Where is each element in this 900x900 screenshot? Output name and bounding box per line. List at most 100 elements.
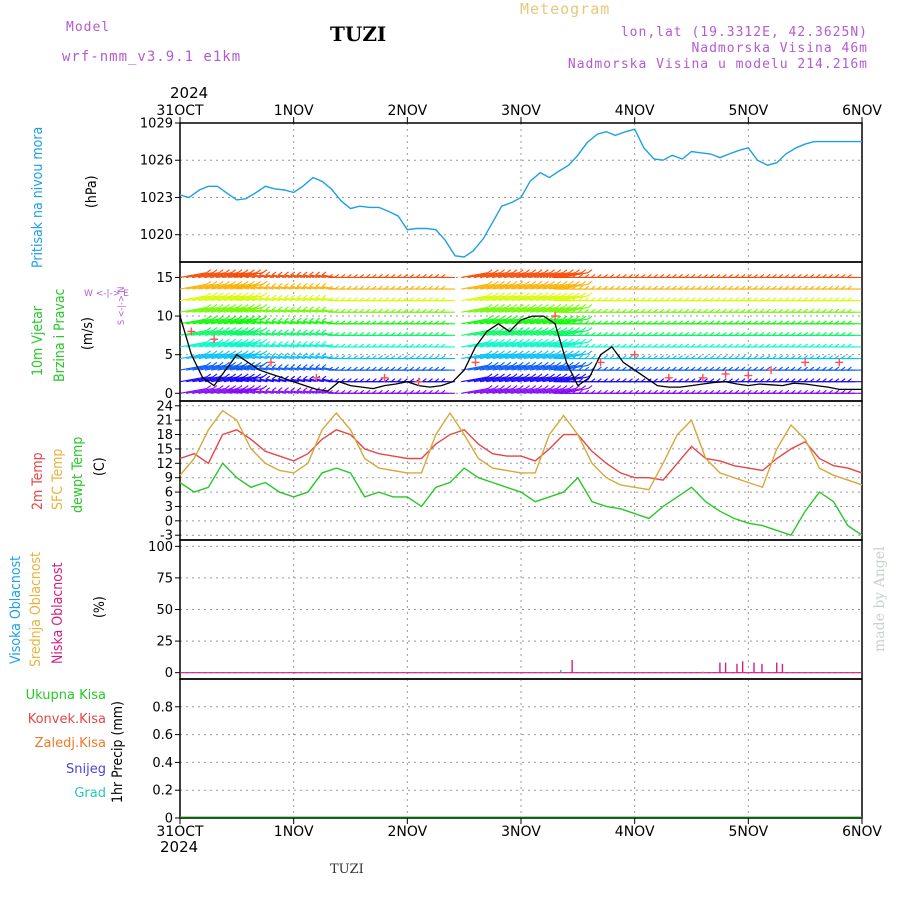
wind-arrow-head (421, 389, 427, 394)
wind-arrow-head (506, 292, 512, 297)
wind-arrow-head (703, 343, 708, 348)
wind-arrow-head (277, 340, 283, 345)
wind-arrow-head (647, 274, 652, 278)
wind-arrow (461, 318, 489, 325)
wind-arrow (523, 318, 551, 325)
wind-arrow-head (753, 274, 758, 278)
wind-arrow-head (384, 331, 390, 336)
wind-arrow-head (512, 292, 518, 297)
wind-arrow-head (487, 373, 493, 378)
wind-arrow-head (715, 343, 721, 348)
wind-arrow-head (828, 355, 834, 359)
wind-arrow-head (328, 378, 333, 383)
wind-arrow-head (697, 285, 702, 290)
wind-arrow-head (556, 280, 562, 285)
wind-arrow-head (518, 303, 524, 308)
wind-arrow-head (784, 297, 790, 302)
precip-hail-label: Grad (74, 786, 106, 801)
y-tick-label: 9 (165, 471, 173, 486)
wind-arrow-head (634, 297, 640, 302)
y-tick-label: 3 (165, 500, 173, 515)
wind-arrow-head (240, 375, 246, 380)
wind-arrow (240, 274, 256, 278)
wind-arrow-head (690, 355, 696, 359)
wind-arrow-head (622, 308, 627, 313)
wind-arrow-head (225, 327, 230, 332)
wind-arrow-head (518, 350, 524, 355)
wind-arrow-head (628, 343, 633, 348)
wind-arrow-head (265, 364, 271, 369)
wind-arrow (473, 353, 501, 360)
wind-arrow (303, 355, 318, 360)
wind-arrow-head (315, 329, 321, 334)
wind-arrow-head (384, 320, 390, 325)
wind-arrow-head (665, 274, 671, 278)
wind-arrow (211, 306, 239, 313)
wind-arrow-head (722, 366, 727, 371)
wind-arrow-head (765, 355, 771, 359)
wind-arrow-head (634, 343, 640, 348)
wind-arrow-head (778, 308, 783, 313)
wind-arrow (253, 320, 268, 325)
wind-arrow-head (847, 331, 852, 336)
wind-arrow-head (403, 366, 408, 371)
wind-arrow (204, 341, 232, 348)
wind-arrow-head (803, 378, 808, 383)
wind-arrow-head (246, 294, 252, 299)
y-tick-label: 100 (148, 540, 173, 555)
wind-arrow-head (628, 308, 633, 313)
wind-arrow-head (359, 355, 365, 359)
wind-arrow (492, 364, 520, 371)
wind-arrow-head (575, 350, 580, 355)
wind-arrow-head (690, 320, 696, 325)
wind-arrow (192, 364, 220, 371)
wind-arrow-head (487, 385, 493, 389)
wind-arrow-head (225, 385, 230, 389)
wind-arrow-head (659, 366, 665, 371)
wind-arrow-head (715, 308, 721, 313)
wind-compass-we: W <-|-> E (84, 289, 129, 299)
wind-arrow (517, 341, 545, 348)
wind-arrow-head (622, 366, 627, 371)
wind-arrow-head (722, 297, 727, 302)
wind-arrow-head (409, 285, 415, 290)
y-tick-label: 0.6 (152, 728, 173, 743)
wind-arrow-head (565, 389, 571, 394)
wind-arrow (265, 274, 281, 278)
wind-arrow-head (634, 285, 640, 290)
wind-arrow-head (697, 308, 702, 313)
wind-arrow-head (628, 355, 633, 359)
wind-arrow-head (709, 378, 715, 383)
wind-arrow-head (550, 303, 555, 308)
wind-arrow-head (587, 385, 593, 389)
wind-arrow-head (809, 343, 815, 348)
wind-arrow-head (734, 285, 740, 290)
wind-arrow-head (296, 352, 302, 357)
wind-arrow-head (559, 285, 565, 290)
y-tick-label: 0 (165, 514, 173, 529)
wind-arrow-head (609, 366, 615, 371)
wind-arrow (234, 343, 249, 348)
wind-arrow (523, 353, 551, 360)
wind-arrow-head (634, 274, 640, 278)
wind-arrow-head (403, 285, 408, 290)
wind-arrow-head (784, 355, 790, 359)
wind-arrow-head (234, 340, 239, 345)
wind-arrow-head (587, 269, 593, 274)
wind-arrow-head (265, 352, 271, 357)
wind-arrow-head (246, 387, 252, 392)
precip-total-label: Ukupna Kisa (25, 688, 106, 703)
wind-arrow-head (765, 320, 771, 325)
y-tick-label: 6 (165, 486, 173, 501)
wind-arrow-head (550, 280, 555, 285)
wind-arrow-head (578, 274, 583, 278)
wind-arrow-head (722, 285, 727, 290)
wind-arrow (309, 355, 324, 360)
wind-arrow (284, 297, 299, 302)
wind-arrow-head (703, 285, 708, 290)
wind-arrow-head (622, 355, 627, 359)
wind-arrow-head (562, 280, 568, 285)
wind-arrow-head (784, 274, 790, 278)
wind-arrow (192, 306, 220, 313)
wind-arrow-head (765, 308, 771, 313)
